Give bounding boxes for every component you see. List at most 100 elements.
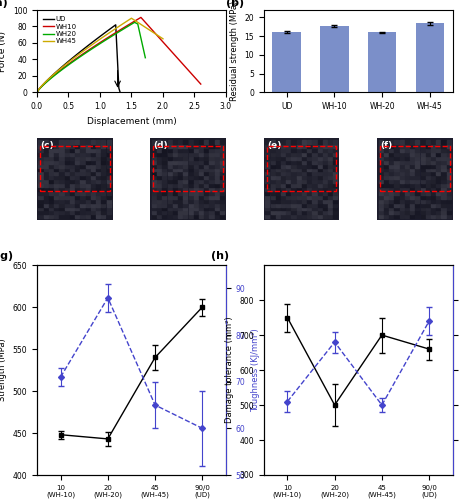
Bar xyxy=(265,152,269,156)
Bar xyxy=(183,159,188,164)
Bar xyxy=(75,163,79,168)
Bar xyxy=(60,194,64,198)
Bar xyxy=(101,214,105,218)
Bar xyxy=(178,210,182,214)
Bar xyxy=(157,194,161,198)
Bar xyxy=(302,140,306,144)
Bar xyxy=(209,198,213,202)
Bar xyxy=(209,174,213,179)
Bar xyxy=(152,210,156,214)
Bar xyxy=(286,171,290,175)
Bar xyxy=(96,210,100,214)
Bar xyxy=(220,198,224,202)
Bar xyxy=(405,190,409,195)
Bar xyxy=(38,159,43,164)
Bar xyxy=(152,155,156,160)
Bar xyxy=(276,152,280,156)
Bar xyxy=(436,182,440,187)
Bar xyxy=(271,152,275,156)
Bar xyxy=(107,206,111,210)
Bar xyxy=(323,163,327,168)
Bar xyxy=(420,214,425,218)
Bar xyxy=(405,140,409,144)
Bar xyxy=(307,140,311,144)
Bar xyxy=(328,202,332,206)
Bar xyxy=(442,202,446,206)
Bar xyxy=(54,171,58,175)
Bar xyxy=(426,202,430,206)
Bar xyxy=(265,202,269,206)
Bar xyxy=(44,140,48,144)
Bar xyxy=(54,182,58,187)
Bar xyxy=(395,182,399,187)
Bar xyxy=(96,182,100,187)
Bar xyxy=(384,167,388,172)
Bar xyxy=(54,140,58,144)
Bar xyxy=(168,190,172,195)
Bar xyxy=(70,186,74,191)
Bar xyxy=(107,163,111,168)
Bar xyxy=(183,186,188,191)
Bar xyxy=(265,194,269,198)
Bar xyxy=(199,155,203,160)
Bar xyxy=(70,182,74,187)
Bar xyxy=(101,148,105,152)
Bar xyxy=(286,214,290,218)
Bar xyxy=(220,152,224,156)
Bar xyxy=(436,148,440,152)
Bar xyxy=(173,198,177,202)
Bar xyxy=(91,178,95,183)
Bar xyxy=(395,202,399,206)
Bar xyxy=(152,144,156,148)
Bar xyxy=(281,198,285,202)
Bar xyxy=(60,186,64,191)
Bar xyxy=(107,152,111,156)
Bar xyxy=(54,148,58,152)
Bar xyxy=(297,171,301,175)
Bar xyxy=(431,148,435,152)
Bar xyxy=(276,167,280,172)
Bar xyxy=(307,144,311,148)
Bar xyxy=(85,210,90,214)
Bar xyxy=(400,202,404,206)
Bar xyxy=(60,152,64,156)
Bar xyxy=(420,174,425,179)
Bar xyxy=(292,174,296,179)
Bar xyxy=(70,202,74,206)
Bar xyxy=(379,214,383,218)
Bar xyxy=(328,140,332,144)
Bar xyxy=(220,167,224,172)
Bar xyxy=(85,171,90,175)
Bar xyxy=(379,194,383,198)
Bar xyxy=(199,148,203,152)
Bar xyxy=(333,178,337,183)
Bar xyxy=(265,186,269,191)
Bar xyxy=(75,214,79,218)
Bar xyxy=(80,206,85,210)
Bar xyxy=(157,144,161,148)
Bar xyxy=(384,182,388,187)
Bar xyxy=(107,198,111,202)
Bar xyxy=(286,152,290,156)
Bar xyxy=(292,152,296,156)
Bar xyxy=(157,155,161,160)
Bar xyxy=(380,146,450,191)
Bar xyxy=(442,198,446,202)
Bar xyxy=(152,174,156,179)
Bar xyxy=(70,210,74,214)
Bar xyxy=(410,186,414,191)
Bar xyxy=(168,202,172,206)
Bar xyxy=(265,210,269,214)
Bar xyxy=(173,210,177,214)
Bar xyxy=(96,171,100,175)
Bar xyxy=(307,190,311,195)
Bar xyxy=(85,178,90,183)
Bar xyxy=(312,155,316,160)
Bar xyxy=(379,140,383,144)
Bar xyxy=(101,202,105,206)
Bar xyxy=(410,190,414,195)
Bar xyxy=(215,206,219,210)
Bar xyxy=(75,194,79,198)
Bar xyxy=(38,202,43,206)
Bar xyxy=(194,190,198,195)
